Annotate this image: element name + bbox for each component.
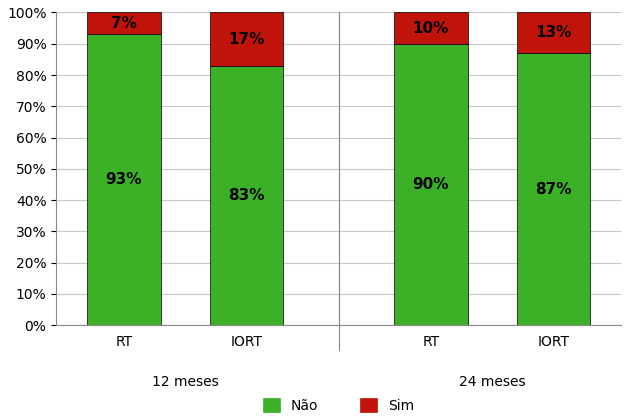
Text: 12 meses: 12 meses [152,375,219,389]
Text: 10%: 10% [413,20,449,35]
Bar [210,13,283,65]
Bar [87,13,161,34]
Bar [517,13,590,53]
Bar [394,44,468,325]
Text: 7%: 7% [111,16,137,31]
Text: 24 meses: 24 meses [459,375,526,389]
Bar [394,13,468,44]
Text: 93%: 93% [106,172,142,187]
Bar [517,53,590,325]
Text: 87%: 87% [535,182,571,197]
Bar [87,34,161,325]
Text: 13%: 13% [535,25,571,40]
Legend: Não, Sim: Não, Sim [257,392,420,417]
Text: 17%: 17% [229,32,264,47]
Bar [210,65,283,325]
Text: 90%: 90% [413,177,449,192]
Text: 83%: 83% [228,188,265,203]
